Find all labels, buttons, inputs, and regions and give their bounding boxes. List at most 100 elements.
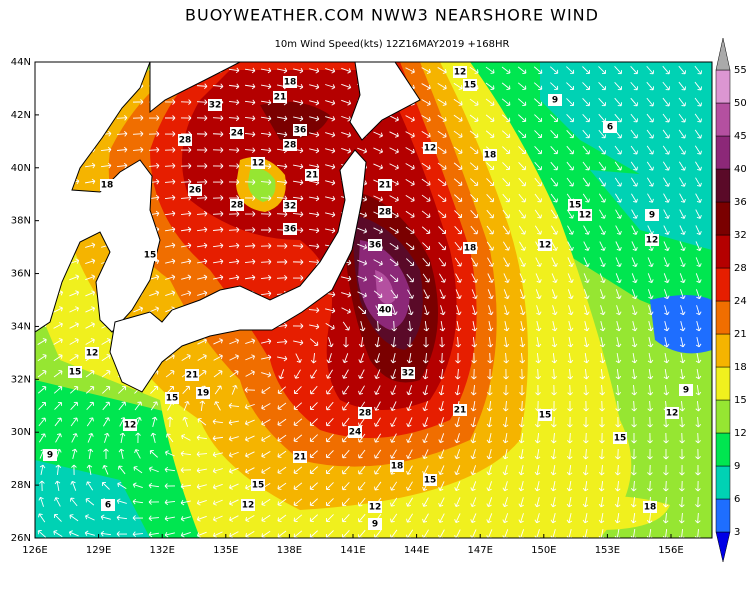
- wind-arrow: [164, 194, 176, 201]
- wind-arrow: [647, 353, 654, 364]
- contour-label: 12: [252, 159, 265, 169]
- wind-arrow: [55, 433, 62, 443]
- wind-arrow: [37, 370, 47, 378]
- wind-arrow: [599, 352, 606, 364]
- colorbar-band: [715, 498, 731, 533]
- wind-arrow: [534, 448, 541, 460]
- wind-arrow: [615, 368, 622, 380]
- wind-arrow: [647, 448, 653, 460]
- wind-arrow: [614, 97, 622, 107]
- wind-arrow: [647, 289, 654, 300]
- wind-arrow: [566, 448, 573, 460]
- wind-arrow: [694, 97, 702, 107]
- wind-arrow: [277, 450, 287, 458]
- wind-arrow: [679, 400, 686, 412]
- wind-arrow: [278, 369, 285, 380]
- contour-label: 15: [614, 434, 627, 444]
- colorbar-band: [715, 102, 731, 137]
- wind-arrow: [662, 65, 670, 75]
- wind-arrow: [598, 97, 606, 107]
- wind-arrow: [582, 464, 589, 476]
- wind-arrow: [245, 435, 255, 442]
- wind-arrow: [631, 352, 638, 364]
- wind-arrow: [438, 241, 446, 251]
- wind-arrow: [615, 257, 622, 268]
- wind-arrow: [518, 481, 525, 492]
- wind-arrow: [535, 257, 542, 267]
- wind-arrow: [212, 131, 224, 137]
- wind-arrow: [310, 402, 318, 411]
- wind-arrow: [422, 401, 428, 412]
- wind-arrow: [486, 433, 493, 444]
- wind-arrow: [599, 289, 606, 300]
- wind-arrow: [374, 336, 381, 348]
- wind-arrow: [535, 273, 542, 284]
- wind-arrow: [68, 530, 79, 537]
- wind-arrow: [695, 177, 702, 187]
- wind-arrow: [454, 449, 461, 460]
- wind-arrow: [132, 482, 143, 489]
- wind-arrow: [582, 448, 589, 460]
- lat-label: 32N: [11, 374, 31, 385]
- wind-arrow: [181, 354, 191, 361]
- wind-arrow: [599, 209, 606, 219]
- wind-arrow: [422, 352, 429, 364]
- wind-arrow: [454, 241, 462, 251]
- wind-arrow: [53, 306, 63, 313]
- wind-arrow: [69, 322, 79, 329]
- wind-arrow: [453, 178, 463, 186]
- wind-arrow: [212, 435, 224, 442]
- wind-arrow: [325, 164, 336, 170]
- wind-arrow: [437, 210, 447, 218]
- wind-arrow: [117, 482, 127, 489]
- wind-arrow: [679, 496, 685, 508]
- wind-arrow: [293, 99, 304, 106]
- contour-label: 12: [579, 211, 592, 221]
- wind-arrow: [86, 481, 94, 491]
- wind-arrow: [519, 384, 525, 396]
- wind-arrow: [71, 464, 77, 476]
- wind-arrow: [519, 352, 526, 364]
- wind-arrow: [228, 179, 240, 185]
- wind-arrow: [406, 401, 413, 412]
- wind-arrow: [358, 417, 366, 427]
- wind-arrow: [695, 337, 702, 348]
- wind-arrow: [551, 368, 558, 380]
- wind-arrow: [245, 467, 255, 474]
- wind-arrow: [584, 305, 590, 316]
- wind-arrow: [550, 145, 558, 155]
- wind-arrow: [389, 195, 399, 202]
- wind-arrow: [454, 497, 461, 507]
- wind-arrow: [567, 352, 574, 364]
- wind-arrow: [196, 131, 208, 137]
- wind-arrow: [421, 194, 431, 202]
- wind-arrow: [87, 432, 94, 443]
- wind-arrow: [485, 66, 495, 74]
- wind-arrow: [71, 433, 78, 443]
- contour-label-box: [178, 134, 192, 146]
- contour-label-box: [273, 91, 287, 103]
- wind-arrow: [228, 467, 239, 474]
- wind-arrow: [389, 274, 399, 282]
- wind-arrow: [103, 417, 110, 427]
- wind-arrow: [535, 321, 542, 332]
- lat-label: 44N: [11, 57, 31, 68]
- wind-arrow: [38, 433, 46, 443]
- wind-arrow: [405, 147, 415, 154]
- contour-label-box: [283, 223, 297, 235]
- wind-arrow: [566, 114, 574, 123]
- wind-arrow: [663, 337, 670, 348]
- wind-arrow: [293, 418, 303, 426]
- wind-arrow: [133, 466, 143, 474]
- wind-arrow: [694, 65, 702, 75]
- wind-arrow: [695, 432, 701, 444]
- wind-arrow: [358, 465, 366, 475]
- wind-arrow: [533, 66, 543, 74]
- colorbar-label: 50: [734, 98, 747, 109]
- wind-arrow: [86, 401, 94, 411]
- contour-label-box: [538, 239, 552, 251]
- wind-arrow: [358, 369, 365, 379]
- wind-arrow: [293, 498, 303, 506]
- wind-arrow: [149, 450, 158, 458]
